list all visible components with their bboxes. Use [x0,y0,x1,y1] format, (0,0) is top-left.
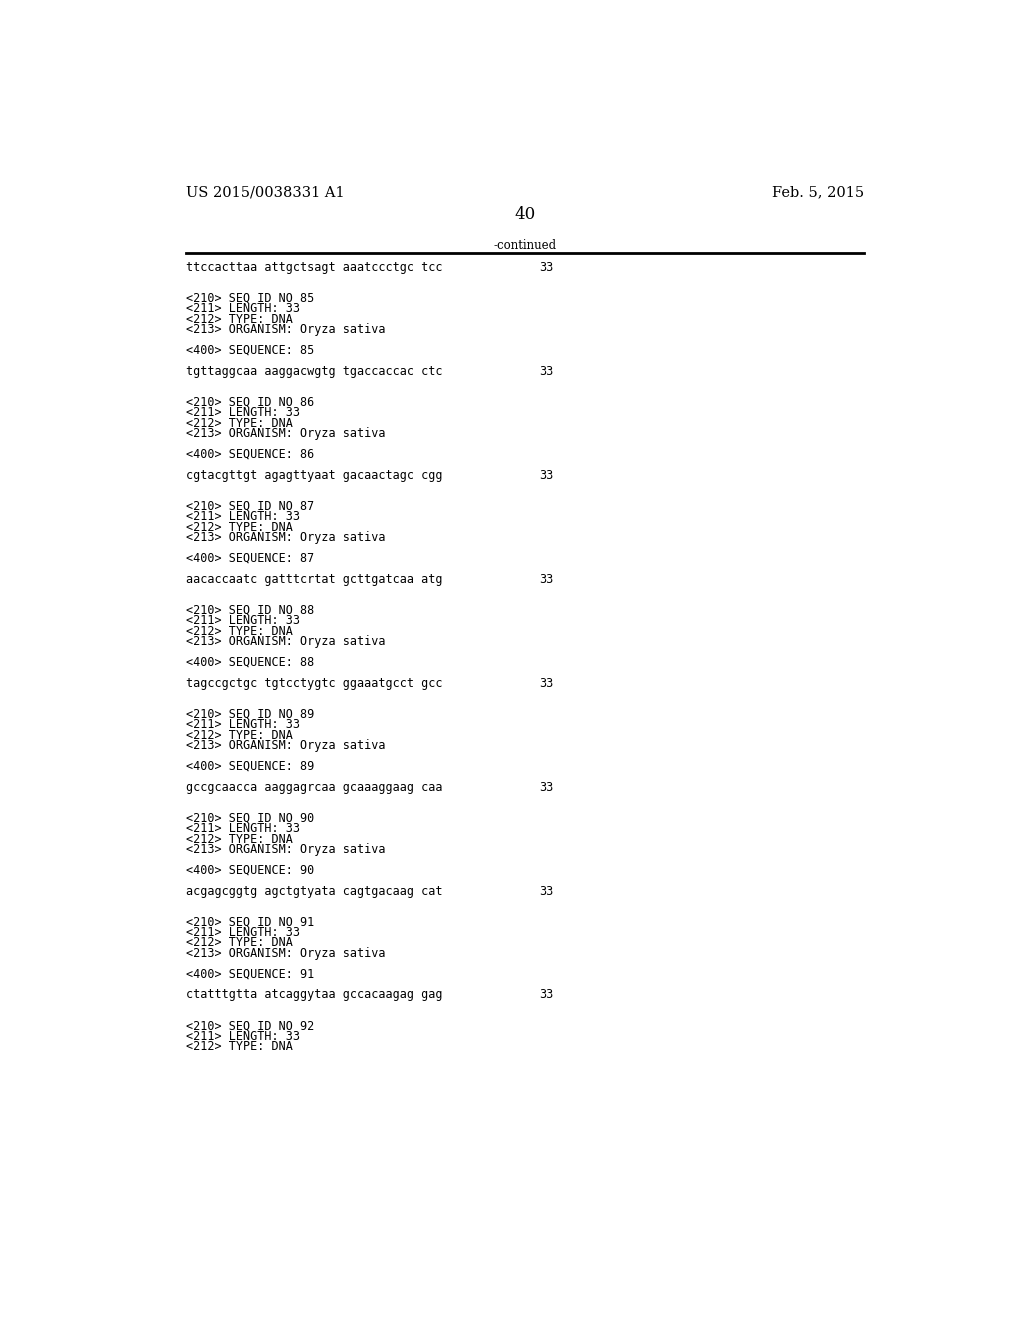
Text: <212> TYPE: DNA: <212> TYPE: DNA [186,520,293,533]
Text: <213> ORGANISM: Oryza sativa: <213> ORGANISM: Oryza sativa [186,635,386,648]
Text: <212> TYPE: DNA: <212> TYPE: DNA [186,833,293,846]
Text: <213> ORGANISM: Oryza sativa: <213> ORGANISM: Oryza sativa [186,843,386,855]
Text: <211> LENGTH: 33: <211> LENGTH: 33 [186,614,300,627]
Text: <212> TYPE: DNA: <212> TYPE: DNA [186,624,293,638]
Text: <211> LENGTH: 33: <211> LENGTH: 33 [186,718,300,731]
Text: 33: 33 [539,364,553,378]
Text: <210> SEQ ID NO 86: <210> SEQ ID NO 86 [186,396,314,409]
Text: cgtacgttgt agagttyaat gacaactagc cgg: cgtacgttgt agagttyaat gacaactagc cgg [186,469,442,482]
Text: <213> ORGANISM: Oryza sativa: <213> ORGANISM: Oryza sativa [186,323,386,337]
Text: <211> LENGTH: 33: <211> LENGTH: 33 [186,1030,300,1043]
Text: aacaccaatc gatttcrtat gcttgatcaa atg: aacaccaatc gatttcrtat gcttgatcaa atg [186,573,442,586]
Text: <210> SEQ ID NO 88: <210> SEQ ID NO 88 [186,603,314,616]
Text: <210> SEQ ID NO 92: <210> SEQ ID NO 92 [186,1019,314,1032]
Text: <400> SEQUENCE: 86: <400> SEQUENCE: 86 [186,447,314,461]
Text: -continued: -continued [494,239,556,252]
Text: <212> TYPE: DNA: <212> TYPE: DNA [186,729,293,742]
Text: <400> SEQUENCE: 90: <400> SEQUENCE: 90 [186,863,314,876]
Text: <210> SEQ ID NO 91: <210> SEQ ID NO 91 [186,916,314,929]
Text: <400> SEQUENCE: 87: <400> SEQUENCE: 87 [186,552,314,565]
Text: <210> SEQ ID NO 87: <210> SEQ ID NO 87 [186,500,314,513]
Text: <400> SEQUENCE: 88: <400> SEQUENCE: 88 [186,656,314,669]
Text: <212> TYPE: DNA: <212> TYPE: DNA [186,936,293,949]
Text: acgagcggtg agctgtyata cagtgacaag cat: acgagcggtg agctgtyata cagtgacaag cat [186,884,442,898]
Text: <211> LENGTH: 33: <211> LENGTH: 33 [186,302,300,315]
Text: <400> SEQUENCE: 89: <400> SEQUENCE: 89 [186,760,314,772]
Text: <212> TYPE: DNA: <212> TYPE: DNA [186,1040,293,1053]
Text: <213> ORGANISM: Oryza sativa: <213> ORGANISM: Oryza sativa [186,428,386,440]
Text: <213> ORGANISM: Oryza sativa: <213> ORGANISM: Oryza sativa [186,946,386,960]
Text: 33: 33 [539,989,553,1002]
Text: 33: 33 [539,573,553,586]
Text: 33: 33 [539,884,553,898]
Text: <400> SEQUENCE: 91: <400> SEQUENCE: 91 [186,968,314,981]
Text: <211> LENGTH: 33: <211> LENGTH: 33 [186,511,300,523]
Text: <210> SEQ ID NO 90: <210> SEQ ID NO 90 [186,812,314,825]
Text: gccgcaacca aaggagrcaa gcaaaggaag caa: gccgcaacca aaggagrcaa gcaaaggaag caa [186,780,442,793]
Text: <213> ORGANISM: Oryza sativa: <213> ORGANISM: Oryza sativa [186,739,386,752]
Text: tgttaggcaa aaggacwgtg tgaccaccac ctc: tgttaggcaa aaggacwgtg tgaccaccac ctc [186,364,442,378]
Text: <210> SEQ ID NO 85: <210> SEQ ID NO 85 [186,292,314,305]
Text: <210> SEQ ID NO 89: <210> SEQ ID NO 89 [186,708,314,721]
Text: 33: 33 [539,261,553,273]
Text: 33: 33 [539,677,553,689]
Text: <212> TYPE: DNA: <212> TYPE: DNA [186,417,293,430]
Text: <211> LENGTH: 33: <211> LENGTH: 33 [186,822,300,836]
Text: 33: 33 [539,780,553,793]
Text: 40: 40 [514,206,536,223]
Text: <211> LENGTH: 33: <211> LENGTH: 33 [186,927,300,939]
Text: Feb. 5, 2015: Feb. 5, 2015 [772,185,864,199]
Text: <211> LENGTH: 33: <211> LENGTH: 33 [186,407,300,420]
Text: <212> TYPE: DNA: <212> TYPE: DNA [186,313,293,326]
Text: ttccacttaa attgctsagt aaatccctgc tcc: ttccacttaa attgctsagt aaatccctgc tcc [186,261,442,273]
Text: 33: 33 [539,469,553,482]
Text: US 2015/0038331 A1: US 2015/0038331 A1 [186,185,345,199]
Text: <400> SEQUENCE: 85: <400> SEQUENCE: 85 [186,345,314,356]
Text: ctatttgtta atcaggytaa gccacaagag gag: ctatttgtta atcaggytaa gccacaagag gag [186,989,442,1002]
Text: <213> ORGANISM: Oryza sativa: <213> ORGANISM: Oryza sativa [186,531,386,544]
Text: tagccgctgc tgtcctygtc ggaaatgcct gcc: tagccgctgc tgtcctygtc ggaaatgcct gcc [186,677,442,689]
